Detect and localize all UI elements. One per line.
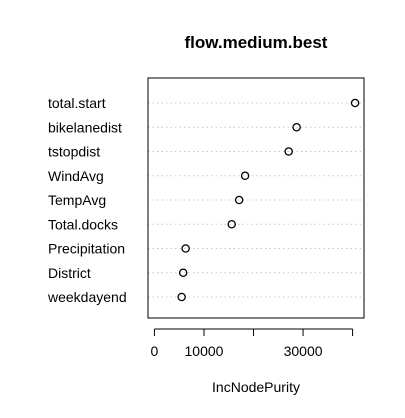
x-axis: 0 10000 30000: [151, 328, 354, 359]
category-label: Precipitation: [48, 241, 125, 257]
data-point: [284, 147, 293, 156]
data-point: [350, 98, 360, 108]
category-label: tstopdist: [48, 144, 100, 160]
category-label: Total.docks: [48, 216, 118, 232]
x-tick-label: 0: [151, 343, 159, 359]
data-point: [177, 292, 186, 302]
plot-box: [147, 77, 365, 319]
category-label: WindAvg: [48, 168, 104, 184]
chart-title: flow.medium.best: [185, 33, 328, 52]
data-point: [181, 244, 190, 253]
category-labels: total.start bikelanedist tstopdist WindAvg T…: [47, 95, 127, 305]
category-label: total.start: [48, 95, 106, 111]
category-label: District: [48, 265, 91, 281]
data-point: [178, 268, 188, 277]
data-points: [177, 98, 360, 302]
x-tick-label: 10000: [185, 343, 224, 359]
category-label: TempAvg: [48, 192, 106, 208]
category-label: weekdayend: [47, 289, 127, 305]
x-tick-label: 30000: [284, 343, 323, 359]
grid-lines: [148, 102, 364, 298]
data-point: [240, 171, 250, 180]
data-point: [234, 195, 244, 205]
x-axis-label: IncNodePurity: [212, 379, 300, 395]
category-label: bikelanedist: [48, 119, 122, 135]
data-point: [292, 123, 301, 132]
data-point: [227, 219, 236, 229]
